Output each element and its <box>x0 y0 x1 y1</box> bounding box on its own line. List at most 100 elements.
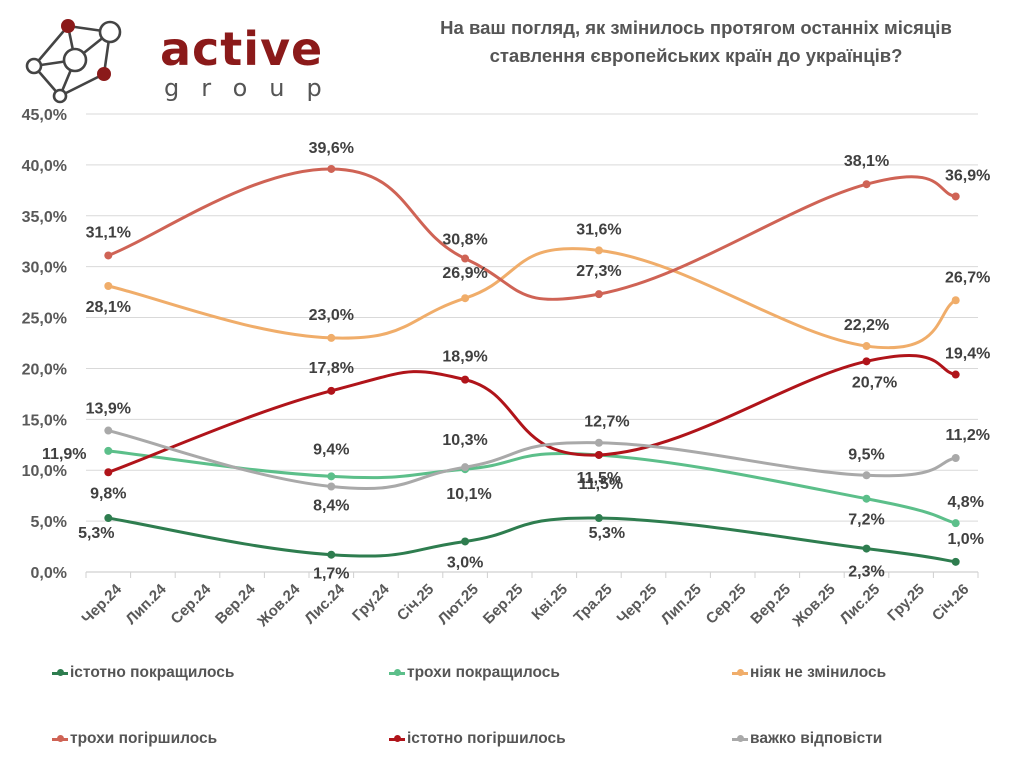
x-tick-label: Лис.25 <box>837 581 884 628</box>
data-label: 11,2% <box>945 427 989 444</box>
data-point <box>594 246 603 255</box>
data-point <box>327 482 336 491</box>
data-point <box>104 251 113 260</box>
data-point <box>951 370 960 379</box>
series-ніяк-не-змінилось <box>104 246 960 351</box>
data-label: 9,4% <box>313 441 349 458</box>
data-label: 36,9% <box>945 167 990 184</box>
series-трохи-покращилось <box>104 446 960 528</box>
legend-label: ніяк не змінилось <box>750 664 887 681</box>
data-label: 30,8% <box>442 232 487 249</box>
y-tick-label: 45,0% <box>22 107 67 124</box>
data-label: 22,2% <box>844 317 889 334</box>
data-point <box>862 471 871 480</box>
data-label: 31,6% <box>576 221 621 238</box>
x-tick-label: Лис.24 <box>301 580 348 627</box>
data-point <box>951 454 960 463</box>
series-важко-відповісти <box>104 426 960 491</box>
data-label: 1,7% <box>313 566 349 583</box>
data-point <box>862 357 871 366</box>
data-point <box>327 386 336 395</box>
series-істотно-погіршилось <box>104 354 960 477</box>
legend-marker-icon <box>389 735 405 742</box>
x-tick-label: Січ.25 <box>394 581 438 625</box>
data-label: 12,7% <box>584 414 629 431</box>
legend-marker-icon <box>732 735 748 742</box>
data-label: 10,1% <box>446 486 491 503</box>
x-tick-label: Жов.25 <box>789 581 839 631</box>
data-point <box>951 296 960 305</box>
data-label: 20,7% <box>852 374 897 391</box>
data-label: 19,4% <box>945 346 990 363</box>
x-tick-label: Тра.25 <box>571 581 616 626</box>
series-істотно-покращилось <box>104 514 960 566</box>
series-line <box>106 167 958 301</box>
y-tick-label: 15,0% <box>22 412 67 429</box>
x-tick-label: Лип.24 <box>123 580 171 628</box>
data-label: 2,3% <box>848 564 884 581</box>
data-label: 23,0% <box>309 307 354 324</box>
series-lines <box>104 164 960 566</box>
legend-marker-icon <box>52 669 68 676</box>
data-label: 28,1% <box>86 299 131 316</box>
data-point <box>461 537 470 546</box>
legend-item[interactable]: важко відповісти <box>732 730 882 748</box>
legend-item[interactable]: трохи покращилось <box>389 664 560 682</box>
data-point <box>327 472 336 481</box>
chart-title-line-2: ставлення європейських країн до українці… <box>489 45 903 66</box>
x-tick-label: Бер.25 <box>480 581 527 628</box>
legend-item[interactable]: істотно погіршилось <box>389 730 566 748</box>
data-label: 18,9% <box>442 349 487 366</box>
series-трохи-погіршилось <box>104 164 960 301</box>
logo-subtitle: group <box>164 74 344 102</box>
data-label: 5,3% <box>589 525 625 542</box>
data-point <box>327 333 336 342</box>
legend-marker-icon <box>732 669 748 676</box>
data-label: 10,3% <box>442 432 487 449</box>
logo-network-icon <box>25 19 122 104</box>
series-line <box>106 449 958 525</box>
data-label: 38,1% <box>844 153 889 170</box>
x-tick-label: Жов.24 <box>254 580 304 630</box>
legend-item[interactable]: ніяк не змінилось <box>732 664 886 682</box>
legend-item[interactable]: трохи погіршилось <box>52 730 217 748</box>
data-label: 39,6% <box>309 140 354 157</box>
data-label: 26,9% <box>442 265 487 282</box>
data-label: 3,0% <box>447 554 483 571</box>
data-point <box>461 294 470 303</box>
data-point <box>327 550 336 559</box>
data-point <box>594 450 603 459</box>
data-point <box>461 375 470 384</box>
data-point <box>951 192 960 201</box>
data-point <box>104 282 113 291</box>
x-tick-label: Вер.24 <box>212 580 259 627</box>
x-tick-label: Сер.25 <box>703 581 750 628</box>
x-tick-label: Лип.25 <box>658 581 705 628</box>
y-tick-label: 20,0% <box>22 361 67 378</box>
data-label: 9,5% <box>848 446 884 463</box>
gridlines <box>86 113 978 522</box>
data-point <box>594 438 603 447</box>
data-label: 7,2% <box>848 512 884 529</box>
data-label: 11,9% <box>42 446 86 463</box>
data-point <box>104 446 113 455</box>
data-point <box>594 514 603 523</box>
legend-item[interactable]: істотно покращилось <box>52 664 234 682</box>
legend-label: трохи покращилось <box>407 664 560 681</box>
data-point <box>862 342 871 351</box>
data-point <box>327 164 336 173</box>
data-label: 1,0% <box>947 531 983 548</box>
data-label: 17,8% <box>309 360 354 377</box>
data-point <box>104 468 113 477</box>
x-tick-label: Лют.25 <box>435 581 482 628</box>
chart-title-line-1: На ваш погляд, як змінилось протягом ост… <box>440 17 952 38</box>
data-label: 8,4% <box>313 498 349 515</box>
legend-label: істотно погіршилось <box>407 730 566 747</box>
x-tick-label: Чер.24 <box>79 580 126 627</box>
data-point <box>104 426 113 435</box>
y-tick-label: 40,0% <box>22 158 67 175</box>
logo: active group <box>20 12 322 104</box>
